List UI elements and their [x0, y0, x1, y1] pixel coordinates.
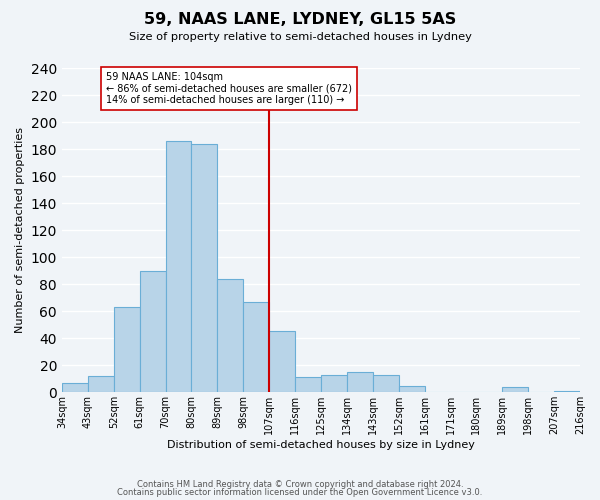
- Bar: [62, 383, 88, 392]
- Bar: [191, 144, 217, 392]
- Bar: [217, 279, 243, 392]
- Bar: [554, 391, 580, 392]
- Bar: [398, 386, 425, 392]
- Bar: [269, 332, 295, 392]
- Bar: [321, 374, 347, 392]
- Bar: [295, 378, 321, 392]
- X-axis label: Distribution of semi-detached houses by size in Lydney: Distribution of semi-detached houses by …: [167, 440, 475, 450]
- Bar: [347, 372, 373, 392]
- Bar: [88, 376, 114, 392]
- Bar: [243, 302, 269, 392]
- Text: Contains public sector information licensed under the Open Government Licence v3: Contains public sector information licen…: [118, 488, 482, 497]
- Text: Size of property relative to semi-detached houses in Lydney: Size of property relative to semi-detach…: [128, 32, 472, 42]
- Text: Contains HM Land Registry data © Crown copyright and database right 2024.: Contains HM Land Registry data © Crown c…: [137, 480, 463, 489]
- Bar: [140, 270, 166, 392]
- Y-axis label: Number of semi-detached properties: Number of semi-detached properties: [15, 127, 25, 333]
- Bar: [166, 141, 191, 393]
- Bar: [502, 387, 528, 392]
- Bar: [114, 307, 140, 392]
- Bar: [373, 374, 398, 392]
- Text: 59, NAAS LANE, LYDNEY, GL15 5AS: 59, NAAS LANE, LYDNEY, GL15 5AS: [144, 12, 456, 28]
- Text: 59 NAAS LANE: 104sqm
← 86% of semi-detached houses are smaller (672)
14% of semi: 59 NAAS LANE: 104sqm ← 86% of semi-detac…: [106, 72, 352, 106]
